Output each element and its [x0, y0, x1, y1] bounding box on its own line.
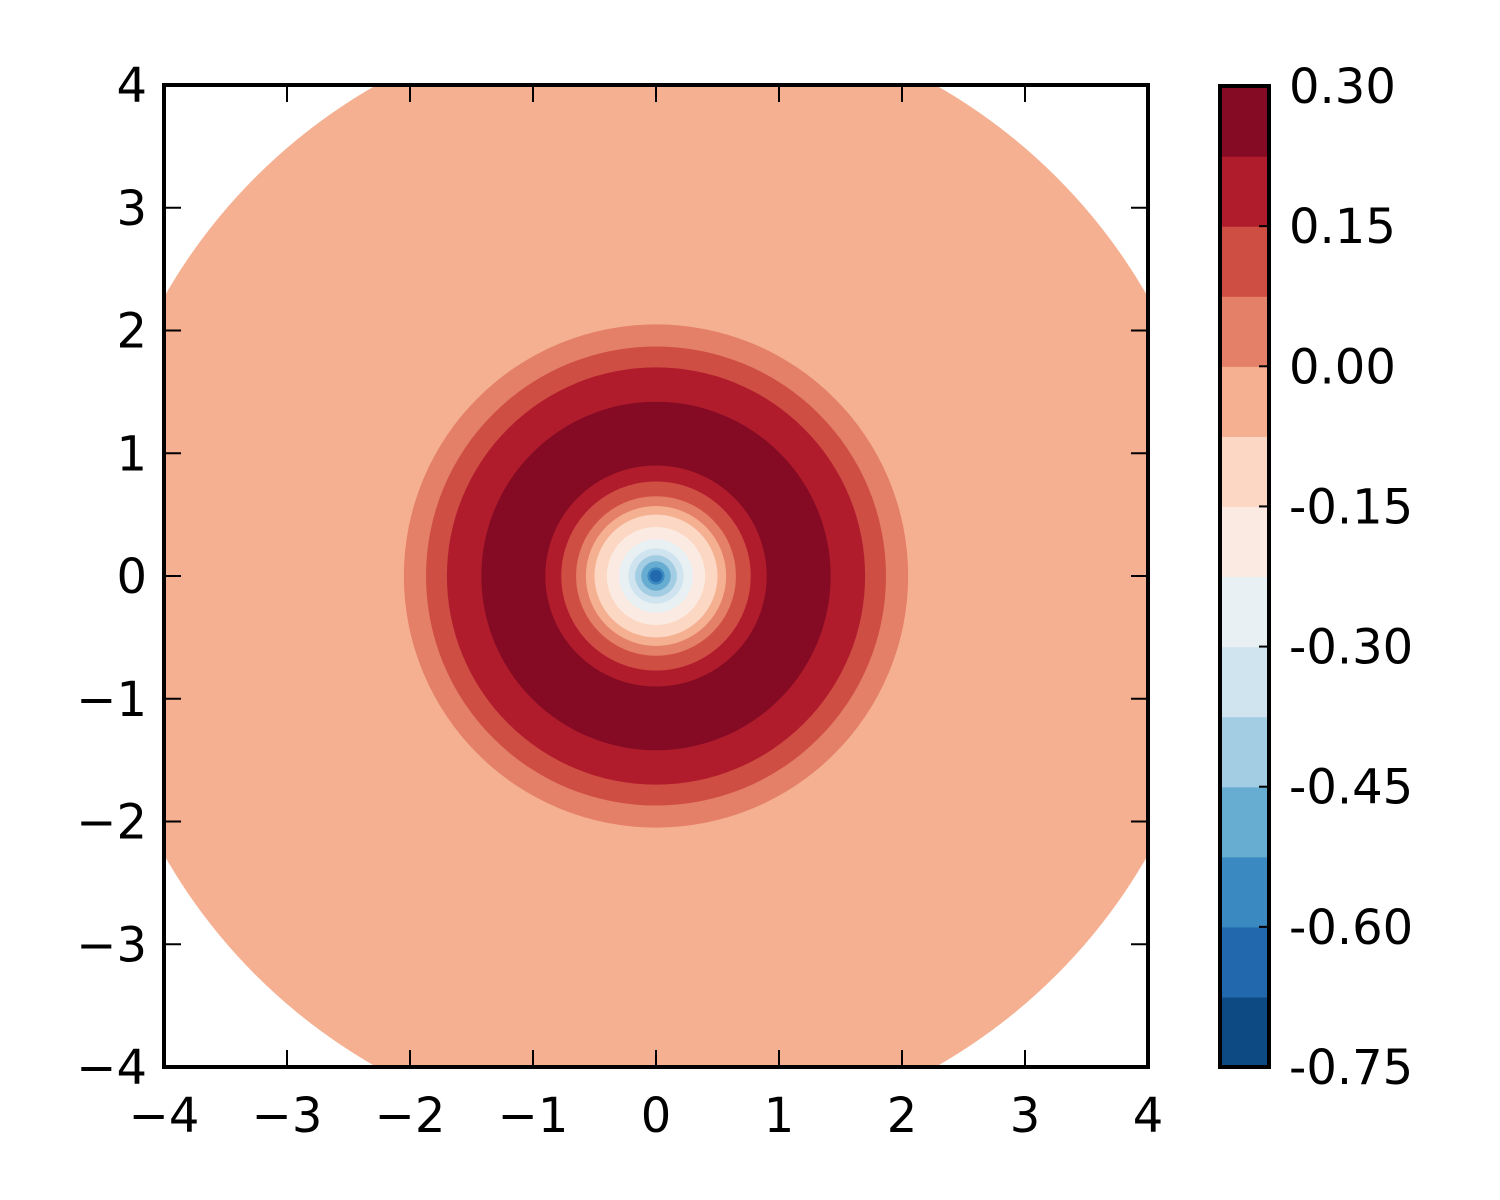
y-tick-label: −3: [76, 917, 147, 973]
x-tick-label: 2: [887, 1088, 918, 1144]
y-tick-label: −2: [76, 795, 147, 851]
colorbar-tick-label: -0.60: [1289, 900, 1413, 956]
y-axis: −4 −3 −2 −1 0 1 2 3 4: [76, 58, 1148, 1096]
colorbar-segment-10: [1220, 296, 1269, 367]
contour-band-center: [650, 570, 662, 582]
colorbar-tick-label: -0.45: [1289, 760, 1413, 816]
colorbar-segment-7: [1220, 506, 1269, 578]
colorbar-segment-1: [1220, 926, 1269, 998]
colorbar: -0.75 -0.60 -0.45 -0.30 -0.15 0.00 0.15 0.30: [1218, 59, 1413, 1096]
colorbar-segment-12: [1220, 156, 1269, 227]
y-tick-label: 1: [116, 426, 147, 482]
colorbar-tick-label: 0.30: [1289, 59, 1396, 115]
plot-area: [164, 85, 1148, 1067]
colorbar-segment-8: [1220, 436, 1269, 508]
colorbar-segment-2: [1220, 856, 1269, 928]
colorbar-segment-9: [1220, 366, 1269, 437]
colorbar-segment-6: [1220, 576, 1269, 648]
x-tick-label: −4: [129, 1088, 200, 1144]
colorbar-segment-11: [1220, 226, 1269, 297]
colorbar-segment-5: [1220, 646, 1269, 718]
colorbar-tick-label: 0.00: [1289, 339, 1396, 395]
colorbar-segment-0: [1220, 996, 1269, 1068]
x-tick-label: 4: [1133, 1088, 1164, 1144]
colorbar-segment-3: [1220, 786, 1269, 858]
y-tick-label: −1: [76, 672, 147, 728]
y-tick-label: 0: [116, 549, 147, 605]
colorbar-tick-label: 0.15: [1289, 199, 1396, 255]
x-tick-label: −2: [375, 1088, 446, 1144]
y-tick-label: 2: [116, 304, 147, 360]
y-tick-label: 3: [116, 181, 147, 237]
x-tick-label: 0: [641, 1088, 672, 1144]
y-tick-label: 4: [116, 58, 147, 114]
x-tick-label: −1: [498, 1088, 569, 1144]
colorbar-tick-label: -0.30: [1289, 620, 1413, 676]
colorbar-tick-label: -0.75: [1289, 1040, 1413, 1096]
colorbar-frame: [1218, 84, 1271, 1069]
colorbar-segment-4: [1220, 716, 1269, 788]
colorbar-tick-label: -0.15: [1289, 479, 1413, 535]
x-axis: −4 −3 −2 −1 0 1 2 3 4: [129, 85, 1164, 1144]
x-tick-label: 3: [1010, 1088, 1041, 1144]
colorbar-segment-13: [1220, 86, 1269, 157]
y-tick-label: −4: [76, 1040, 147, 1096]
x-tick-label: 1: [764, 1088, 795, 1144]
x-tick-label: −3: [252, 1088, 323, 1144]
